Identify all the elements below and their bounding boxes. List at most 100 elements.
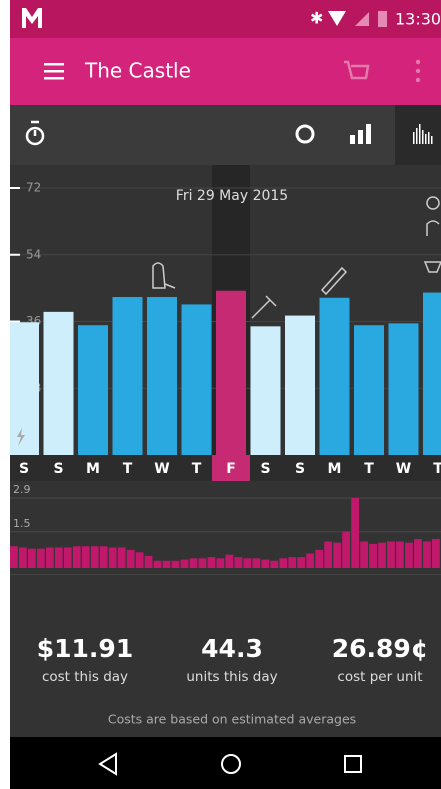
bar	[181, 304, 212, 455]
day-label[interactable]: W	[154, 461, 169, 477]
day-label[interactable]: M	[328, 461, 342, 477]
bar	[243, 558, 252, 568]
home-button[interactable]	[221, 754, 241, 774]
bar	[72, 546, 81, 568]
bar	[112, 297, 143, 455]
bar	[423, 292, 441, 455]
bar	[147, 297, 177, 455]
mail-icon	[22, 8, 42, 28]
bar	[250, 326, 281, 455]
bar	[144, 555, 153, 568]
bar	[252, 558, 261, 568]
wifi-icon	[328, 11, 346, 26]
bar	[414, 539, 422, 568]
battery-icon	[378, 11, 387, 27]
bluetooth-icon: ✱	[310, 9, 323, 28]
bar	[117, 547, 126, 568]
back-button[interactable]	[98, 752, 117, 776]
day-label[interactable]: S	[53, 461, 63, 477]
stat-label: cost per unit	[337, 669, 422, 685]
signal-icon	[355, 12, 369, 26]
bar	[354, 325, 384, 455]
status-bar	[10, 0, 441, 38]
stats: $11.91 cost this day 44.3 units this day 26.…	[37, 634, 428, 685]
bar	[54, 547, 63, 568]
day-label[interactable]: F	[226, 461, 236, 477]
bar	[297, 557, 306, 568]
day-label[interactable]: S	[260, 461, 270, 477]
y-tick-label: 1.5	[13, 517, 31, 530]
selected-day	[212, 455, 250, 481]
bar	[216, 558, 225, 568]
day-label[interactable]: T	[123, 461, 133, 477]
bar	[207, 557, 216, 568]
bar	[99, 546, 108, 568]
day-label[interactable]: S	[19, 461, 29, 477]
bar	[10, 322, 39, 455]
bar	[153, 560, 162, 568]
bar	[78, 325, 108, 455]
bar	[315, 549, 324, 568]
bar	[135, 552, 144, 568]
clock: 13:30	[395, 10, 441, 29]
bar	[396, 541, 404, 568]
bar	[189, 558, 198, 568]
lightning-icon	[17, 428, 25, 446]
bars-view-button[interactable]	[350, 124, 371, 144]
cart-button[interactable]	[344, 60, 370, 80]
stat-label: units this day	[186, 669, 277, 685]
day-label[interactable]: W	[396, 461, 411, 477]
day-label[interactable]: T	[433, 461, 441, 477]
day-label[interactable]: T	[192, 461, 202, 477]
footnote: Costs are based on estimated averages	[108, 712, 356, 727]
y-tick-label: 2.9	[13, 483, 31, 496]
bar	[351, 498, 359, 568]
bar	[369, 543, 377, 568]
overflow-button[interactable]	[415, 59, 421, 83]
bar	[180, 559, 189, 568]
bar	[45, 547, 54, 568]
bar	[18, 547, 27, 568]
day-label[interactable]: S	[295, 461, 305, 477]
bar	[171, 560, 180, 568]
detail-view-button[interactable]	[413, 124, 433, 144]
bar	[324, 541, 333, 568]
bar	[423, 541, 431, 568]
bar	[90, 546, 99, 568]
bar	[63, 547, 72, 568]
bar	[388, 323, 419, 455]
day-label[interactable]: M	[86, 461, 100, 477]
bar	[333, 542, 342, 568]
bar	[319, 297, 350, 455]
stat-value: 44.3	[201, 634, 263, 663]
menu-button[interactable]	[44, 63, 64, 80]
bar	[405, 542, 413, 568]
timer-button[interactable]	[25, 120, 45, 146]
bar	[198, 558, 207, 568]
bar	[378, 542, 386, 568]
bar	[216, 290, 246, 455]
stats-panel	[10, 575, 441, 737]
bar	[27, 548, 36, 568]
y-tick-label: 72	[26, 181, 41, 195]
stat-value: $11.91	[37, 634, 133, 663]
bar	[162, 560, 171, 568]
bar	[108, 547, 117, 568]
bar	[387, 541, 395, 568]
stat-label: cost this day	[42, 669, 128, 685]
bar	[270, 560, 279, 568]
daily-chart: 18365472	[10, 165, 441, 455]
view-selected	[395, 105, 441, 165]
bar	[81, 546, 90, 568]
bar	[288, 557, 297, 568]
bar	[432, 539, 440, 568]
view-bar	[10, 105, 441, 165]
recents-button[interactable]	[344, 755, 362, 773]
day-label[interactable]: T	[364, 461, 374, 477]
bar	[279, 558, 288, 568]
stat-value: 26.89¢	[332, 634, 428, 663]
ring-view-button[interactable]	[295, 124, 315, 144]
